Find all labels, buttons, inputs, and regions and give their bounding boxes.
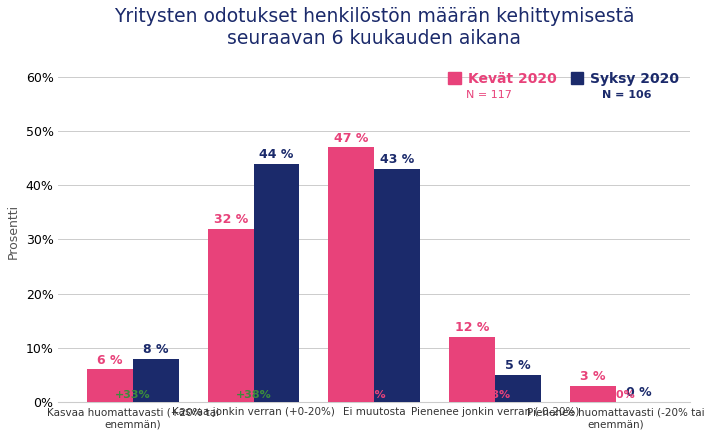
Y-axis label: Prosentti: Prosentti (7, 204, 20, 259)
Text: 43 %: 43 % (380, 153, 414, 166)
Legend: Kevät 2020, Syksy 2020: Kevät 2020, Syksy 2020 (444, 68, 683, 90)
Text: 47 %: 47 % (334, 132, 369, 145)
Text: -58%: -58% (480, 390, 510, 400)
Text: -100%: -100% (596, 390, 635, 400)
Text: 44 %: 44 % (259, 148, 294, 161)
Text: -9%: -9% (362, 390, 386, 400)
Bar (253, 164, 300, 402)
Text: 6 %: 6 % (97, 354, 122, 367)
Bar (449, 337, 495, 402)
Text: 12 %: 12 % (455, 321, 489, 334)
Text: +33%: +33% (115, 390, 150, 400)
Text: 3 %: 3 % (580, 370, 606, 383)
Bar (208, 228, 253, 402)
Bar (495, 375, 541, 402)
Bar (87, 369, 133, 402)
Bar (328, 147, 374, 402)
Text: 5 %: 5 % (505, 359, 531, 372)
Text: 0 %: 0 % (626, 386, 652, 399)
Text: N = 106: N = 106 (603, 89, 652, 99)
Title: Yritysten odotukset henkilöstön määrän kehittymisestä
seuraavan 6 kuukauden aika: Yritysten odotukset henkilöstön määrän k… (114, 7, 634, 48)
Bar (570, 386, 616, 402)
Text: +38%: +38% (235, 390, 271, 400)
Text: 32 %: 32 % (214, 213, 248, 226)
Bar (133, 358, 179, 402)
Text: 8 %: 8 % (143, 343, 168, 356)
Bar (374, 169, 420, 402)
Text: N = 117: N = 117 (466, 89, 512, 99)
